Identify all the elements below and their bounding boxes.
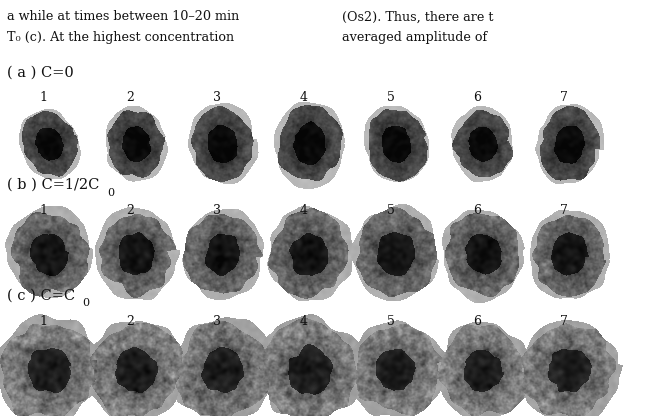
Text: 7: 7 bbox=[560, 314, 568, 328]
Text: 0: 0 bbox=[108, 188, 115, 198]
Text: 0: 0 bbox=[82, 298, 89, 308]
Text: 6: 6 bbox=[473, 203, 481, 217]
Text: 4: 4 bbox=[300, 91, 308, 104]
Text: 4: 4 bbox=[300, 203, 308, 217]
Text: a while at times between 10–20 min: a while at times between 10–20 min bbox=[7, 10, 239, 23]
Text: 5: 5 bbox=[387, 314, 394, 328]
Text: ( a ) C=0: ( a ) C=0 bbox=[7, 66, 73, 80]
Text: 7: 7 bbox=[560, 91, 568, 104]
Text: ( b ) C=1/2C: ( b ) C=1/2C bbox=[7, 178, 99, 192]
Text: 2: 2 bbox=[126, 91, 134, 104]
Text: 1: 1 bbox=[40, 203, 48, 217]
Text: 2: 2 bbox=[126, 203, 134, 217]
Text: 5: 5 bbox=[387, 91, 394, 104]
Text: 2: 2 bbox=[126, 314, 134, 328]
Text: Τ₀ (c). At the highest concentration: Τ₀ (c). At the highest concentration bbox=[7, 31, 233, 44]
Text: 1: 1 bbox=[40, 314, 48, 328]
Text: 3: 3 bbox=[213, 203, 221, 217]
Text: 6: 6 bbox=[473, 91, 481, 104]
Text: 1: 1 bbox=[40, 91, 48, 104]
Text: ( c ) C=C: ( c ) C=C bbox=[7, 288, 74, 302]
Text: averaged amplitude of: averaged amplitude of bbox=[342, 31, 488, 44]
Text: 6: 6 bbox=[473, 314, 481, 328]
Text: 3: 3 bbox=[213, 314, 221, 328]
Text: 3: 3 bbox=[213, 91, 221, 104]
Text: 7: 7 bbox=[560, 203, 568, 217]
Text: 5: 5 bbox=[387, 203, 394, 217]
Text: 4: 4 bbox=[300, 314, 308, 328]
Text: (Os2). Thus, there are t: (Os2). Thus, there are t bbox=[342, 10, 494, 23]
